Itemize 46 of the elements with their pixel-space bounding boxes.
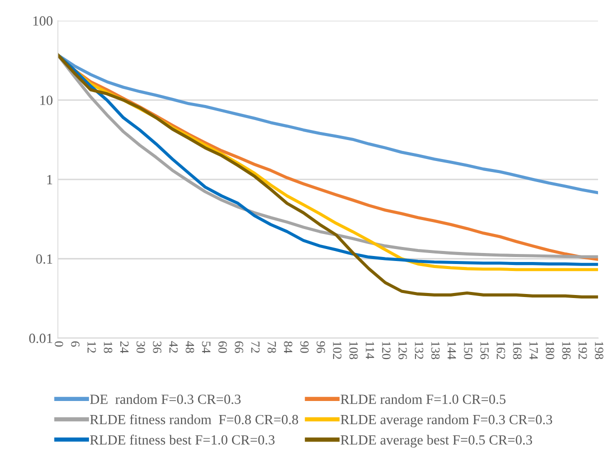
x-tick-label: 60: [218, 341, 227, 353]
legend-label: RLDE random F=1.0 CR=0.5: [340, 394, 506, 404]
x-tick-label: 30: [136, 341, 146, 353]
legend-label: DE random F=0.3 CR=0.3: [90, 394, 241, 404]
x-tick-label: 138: [431, 342, 440, 360]
legend-label: RLDE fitness random F=0.8 CR=0.8: [90, 414, 298, 424]
x-tick-label: 168: [513, 342, 522, 360]
x-tick-label: 18: [104, 342, 112, 353]
x-tick-label: 162: [496, 342, 506, 359]
x-tick-label: 198: [594, 342, 604, 360]
y-tick-label: 0.01: [29, 334, 52, 344]
x-tick-label: 24: [120, 341, 129, 354]
legend-label: RLDE fitness best F=1.0 CR=0.3: [90, 434, 275, 445]
x-tick-label: 120: [382, 342, 391, 360]
x-tick-label: 132: [414, 342, 424, 359]
x-tick-label: 66: [234, 341, 244, 354]
x-tick-label: 150: [464, 342, 472, 360]
x-tick-label: 78: [268, 342, 276, 353]
x-tick-label: 156: [480, 342, 489, 360]
x-tick-label: 180: [546, 342, 554, 360]
y-tick-label: 100: [33, 16, 52, 26]
x-tick-label: 72: [251, 342, 260, 353]
x-tick-label: 84: [284, 341, 292, 354]
x-tick-label: 6: [71, 341, 80, 347]
x-tick-label: 186: [562, 342, 571, 360]
y-tick-label: 10: [40, 96, 52, 106]
x-tick-label: 42: [169, 341, 178, 353]
x-tick-label: 96: [316, 341, 326, 354]
x-tick-label: 102: [333, 342, 342, 359]
x-tick-label: 144: [448, 342, 456, 360]
x-tick-label: 48: [186, 341, 194, 353]
x-tick-label: 90: [300, 341, 309, 353]
x-tick-label: 114: [366, 342, 374, 359]
legend-label: RLDE average random F=0.3 CR=0.3: [340, 414, 552, 428]
x-tick-label: 174: [530, 342, 538, 360]
y-tick-label: 0.1: [36, 254, 52, 264]
x-tick-label: 12: [88, 342, 96, 353]
x-tick-label: 36: [152, 341, 162, 354]
x-tick-label: 108: [349, 342, 358, 360]
legend-label: RLDE average best F=0.5 CR=0.3: [340, 434, 532, 448]
y-tick-label: 1: [47, 175, 52, 184]
x-tick-label: 192: [578, 342, 587, 359]
x-tick-label: 54: [202, 342, 210, 354]
x-tick-label: 126: [398, 342, 407, 360]
x-tick-label: 0: [54, 341, 64, 347]
line-series: [58, 53, 598, 194]
